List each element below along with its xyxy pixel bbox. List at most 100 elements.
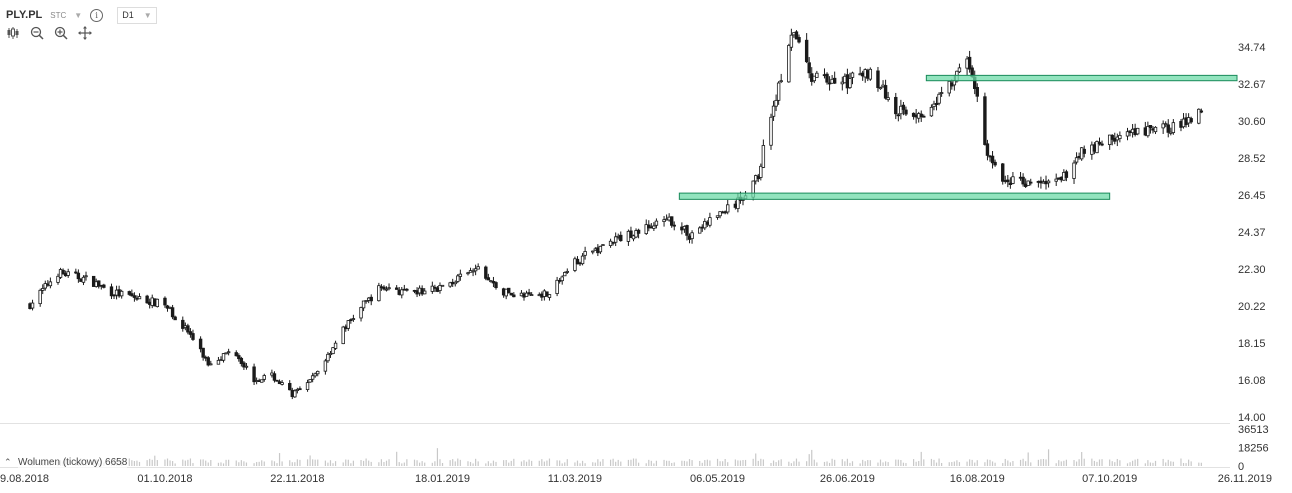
volume-bar	[281, 461, 283, 466]
volume-label: Wolumen (tickowy) 6658	[18, 457, 128, 468]
volume-bar	[699, 460, 701, 466]
volume-bar	[592, 462, 594, 466]
volume-bar	[151, 459, 153, 466]
volume-bar	[673, 462, 675, 466]
volume-bar	[1025, 461, 1027, 466]
volume-bar	[543, 461, 545, 466]
volume-bar	[1172, 461, 1174, 466]
volume-bar	[1182, 462, 1185, 466]
candle-body	[876, 70, 880, 89]
candle-body	[237, 355, 241, 360]
candle-body	[672, 224, 676, 227]
volume-bar	[245, 462, 248, 466]
candle-body	[919, 113, 923, 117]
volume-bar	[1091, 458, 1093, 466]
volume-bar	[138, 461, 141, 466]
candle-body	[400, 289, 404, 296]
volume-bar	[556, 460, 558, 466]
candle-body	[985, 143, 990, 156]
candle-body	[629, 230, 633, 238]
volume-bar	[1190, 461, 1192, 466]
volume-bar	[309, 455, 311, 466]
price-tick-label: 20.22	[1238, 301, 1266, 313]
volume-bar	[686, 461, 688, 466]
volume-bar	[378, 462, 380, 466]
candlestick-icon[interactable]	[6, 26, 20, 40]
volume-bar	[581, 460, 584, 466]
volume-tick-label: 0	[1238, 461, 1244, 473]
candle-body	[619, 234, 623, 242]
volume-bar	[823, 461, 826, 466]
info-icon[interactable]: i	[90, 8, 104, 22]
candle-body	[384, 288, 389, 291]
volume-bar	[635, 458, 637, 466]
symbol-label[interactable]: PLY.PL	[6, 9, 43, 21]
candle-body	[130, 293, 134, 297]
volume-bar	[1093, 460, 1096, 466]
volume-bar	[347, 459, 349, 466]
volume-bar	[816, 462, 818, 466]
candle-body	[155, 298, 160, 308]
candle-body	[1146, 126, 1150, 137]
candle-body	[145, 295, 149, 304]
candle-body	[685, 225, 689, 236]
chevron-down-icon: ▼	[143, 10, 152, 20]
candle-body	[545, 291, 549, 297]
candle-body	[878, 87, 883, 90]
candle-body	[1153, 126, 1158, 133]
candle-body	[797, 37, 801, 43]
volume-bar	[1109, 459, 1111, 466]
dropdown-caret-icon[interactable]: ▼	[74, 10, 83, 20]
price-tick-label: 26.45	[1238, 190, 1266, 202]
crosshair-icon[interactable]	[78, 26, 92, 40]
volume-bar	[401, 463, 403, 466]
date-tick-label: 9.08.2018	[0, 473, 49, 485]
volume-bar	[566, 459, 568, 466]
volume-bar	[166, 458, 169, 466]
collapse-icon[interactable]: ⌃	[4, 457, 12, 467]
data-type-label[interactable]: STC	[50, 10, 67, 20]
volume-bar	[775, 462, 777, 466]
candle-body	[476, 266, 480, 270]
volume-bar	[1078, 459, 1080, 466]
candle-body	[341, 326, 345, 345]
volume-bar	[637, 462, 640, 466]
volume-bar	[258, 461, 260, 466]
volume-bar	[683, 460, 686, 466]
volume-bar	[1083, 458, 1085, 466]
volume-bar	[475, 458, 477, 466]
volume-bar	[541, 459, 543, 466]
volume-bar	[1147, 460, 1149, 466]
candle-body	[1189, 118, 1193, 123]
volume-bar	[752, 458, 754, 466]
volume-bar	[1047, 449, 1050, 466]
candle-body	[288, 383, 292, 391]
volume-bar	[538, 460, 540, 466]
candle-body	[206, 357, 210, 366]
volume-bar	[225, 459, 227, 466]
candle-body	[48, 281, 53, 287]
volume-bar	[704, 460, 706, 466]
volume-bar	[798, 461, 800, 466]
volume-bar	[1007, 460, 1009, 466]
candle-body	[904, 109, 908, 115]
zoom-in-icon[interactable]	[54, 26, 68, 40]
volume-bar	[887, 462, 889, 466]
candle-body	[1166, 124, 1170, 133]
volume-bar	[989, 459, 991, 466]
volume-bar	[238, 462, 240, 466]
volume-bar	[869, 460, 871, 466]
candle-body	[313, 373, 317, 377]
candle-body	[983, 96, 987, 145]
volume-bar	[503, 460, 505, 466]
timeframe-select[interactable]: D1 ▼	[117, 6, 157, 24]
candle-body	[932, 103, 936, 107]
volume-bar	[189, 458, 192, 466]
zoom-out-icon[interactable]	[30, 26, 44, 40]
volume-bar	[459, 459, 461, 466]
volume-bar	[1060, 461, 1062, 466]
volume-bar	[164, 459, 166, 466]
volume-bar	[513, 458, 515, 466]
date-tick-label: 26.11.2019	[1218, 473, 1272, 485]
